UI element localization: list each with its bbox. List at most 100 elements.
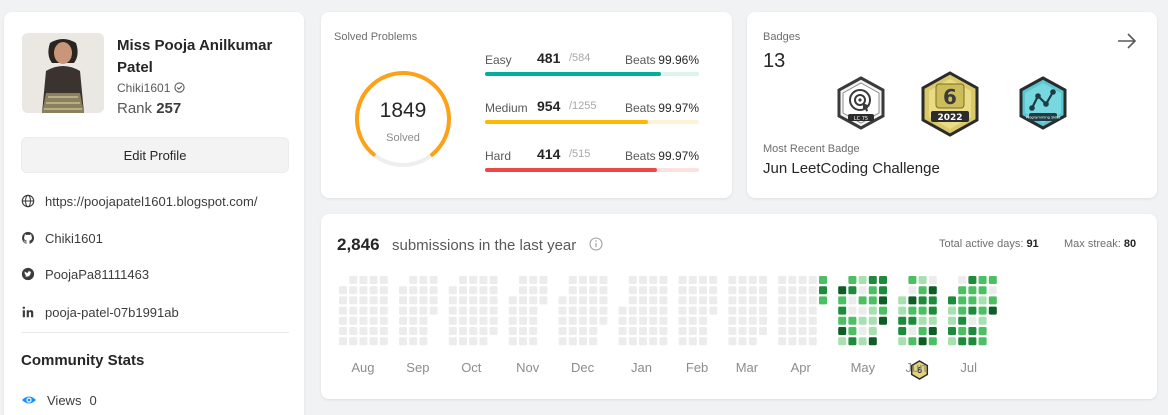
heatmap-cell[interactable] <box>918 337 927 346</box>
heatmap-cell[interactable] <box>848 296 857 305</box>
linkedin-link[interactable]: pooja-patel-07b1991ab <box>21 303 179 321</box>
heatmap-cell[interactable] <box>699 316 707 325</box>
heatmap-cell[interactable] <box>379 316 388 325</box>
heatmap-cell[interactable] <box>579 276 587 284</box>
heatmap-cell[interactable] <box>579 337 587 346</box>
heatmap-cell[interactable] <box>508 306 517 315</box>
heatmap-cell[interactable] <box>649 296 658 305</box>
heatmap-cell[interactable] <box>958 286 967 295</box>
heatmap-cell[interactable] <box>568 296 577 305</box>
heatmap-cell[interactable] <box>639 327 647 335</box>
heatmap-cell[interactable] <box>688 276 697 284</box>
heatmap-cell[interactable] <box>589 286 598 295</box>
heatmap-cell[interactable] <box>409 296 418 305</box>
heatmap-cell[interactable] <box>908 337 917 346</box>
heatmap-cell[interactable] <box>798 306 807 315</box>
heatmap-cell[interactable] <box>988 306 997 315</box>
heatmap-cell[interactable] <box>978 316 987 325</box>
heatmap-cell[interactable] <box>459 337 467 346</box>
heatmap-cell[interactable] <box>728 276 737 284</box>
heatmap-cell[interactable] <box>879 286 887 295</box>
heatmap-cell[interactable] <box>748 327 757 335</box>
heatmap-cell[interactable] <box>928 286 937 295</box>
heatmap-cell[interactable] <box>519 316 527 325</box>
heatmap-cell[interactable] <box>968 337 977 346</box>
heatmap-cell[interactable] <box>898 327 907 335</box>
heatmap-cell[interactable] <box>409 306 418 315</box>
heatmap-cell[interactable] <box>898 316 907 325</box>
heatmap-cell[interactable] <box>699 276 707 284</box>
heatmap-cell[interactable] <box>628 316 637 325</box>
heatmap-cell[interactable] <box>579 286 587 295</box>
heatmap-cell[interactable] <box>968 316 977 325</box>
heatmap-cell[interactable] <box>738 327 747 335</box>
heatmap-cell[interactable] <box>728 286 737 295</box>
heatmap-cell[interactable] <box>589 327 598 335</box>
heatmap-cell[interactable] <box>529 316 538 325</box>
heatmap-cell[interactable] <box>978 286 987 295</box>
heatmap-cell[interactable] <box>529 327 538 335</box>
heatmap-cell[interactable] <box>649 327 658 335</box>
heatmap-cell[interactable] <box>778 306 787 315</box>
heatmap-cell[interactable] <box>879 276 887 284</box>
heatmap-cell[interactable] <box>489 316 498 325</box>
twitter-link[interactable]: PoojaPa81111463 <box>21 265 149 283</box>
heatmap-cell[interactable] <box>529 337 538 346</box>
heatmap-cell[interactable] <box>678 276 687 284</box>
heatmap-cell[interactable] <box>639 337 647 346</box>
heatmap-cell[interactable] <box>808 337 817 346</box>
heatmap-cell[interactable] <box>868 296 877 305</box>
heatmap-cell[interactable] <box>419 327 428 335</box>
heatmap-cell[interactable] <box>778 286 787 295</box>
heatmap-cell[interactable] <box>678 327 687 335</box>
heatmap-cell[interactable] <box>788 306 797 315</box>
heatmap-cell[interactable] <box>469 327 478 335</box>
heatmap-cell[interactable] <box>819 276 827 284</box>
heatmap-cell[interactable] <box>409 327 418 335</box>
twitter-link-text[interactable]: PoojaPa81111463 <box>45 266 150 282</box>
heatmap-cell[interactable] <box>568 306 577 315</box>
heatmap-cell[interactable] <box>489 327 498 335</box>
heatmap-cell[interactable] <box>748 337 757 346</box>
heatmap-cell[interactable] <box>568 337 577 346</box>
heatmap-cell[interactable] <box>848 327 857 335</box>
heatmap-cell[interactable] <box>558 306 567 315</box>
heatmap-cell[interactable] <box>908 316 917 325</box>
heatmap-cell[interactable] <box>738 286 747 295</box>
heatmap-cell[interactable] <box>649 276 658 284</box>
heatmap-cell[interactable] <box>359 337 368 346</box>
heatmap-cell[interactable] <box>918 306 927 315</box>
heatmap-cell[interactable] <box>628 276 637 284</box>
heatmap-cell[interactable] <box>639 316 647 325</box>
heatmap-cell[interactable] <box>748 296 757 305</box>
heatmap-cell[interactable] <box>908 286 917 295</box>
heatmap-cell[interactable] <box>978 327 987 335</box>
heatmap-cell[interactable] <box>858 327 867 335</box>
heatmap-cell[interactable] <box>639 276 647 284</box>
heatmap-cell[interactable] <box>409 316 418 325</box>
heatmap-cell[interactable] <box>659 337 668 346</box>
heatmap-cell[interactable] <box>759 327 767 335</box>
heatmap-cell[interactable] <box>339 327 347 335</box>
heatmap-cell[interactable] <box>409 286 418 295</box>
heatmap-cell[interactable] <box>579 296 587 305</box>
heatmap-cell[interactable] <box>659 276 668 284</box>
heatmap-cell[interactable] <box>539 296 548 305</box>
website-link[interactable]: https://poojapatel1601.blogspot.com/ <box>21 192 257 210</box>
heatmap-cell[interactable] <box>479 306 488 315</box>
heatmap-cell[interactable] <box>978 306 987 315</box>
heatmap-cell[interactable] <box>728 316 737 325</box>
heatmap-cell[interactable] <box>879 316 887 325</box>
heatmap-cell[interactable] <box>489 296 498 305</box>
heatmap-cell[interactable] <box>459 327 467 335</box>
heatmap-cell[interactable] <box>908 306 917 315</box>
heatmap-cell[interactable] <box>519 337 527 346</box>
heatmap-cell[interactable] <box>429 306 438 315</box>
heatmap-cell[interactable] <box>589 337 598 346</box>
heatmap-cell[interactable] <box>359 316 368 325</box>
heatmap-cell[interactable] <box>469 337 478 346</box>
heatmap-cell[interactable] <box>599 276 608 284</box>
heatmap-cell[interactable] <box>519 327 527 335</box>
heatmap-cell[interactable] <box>748 306 757 315</box>
heatmap-cell[interactable] <box>618 327 627 335</box>
